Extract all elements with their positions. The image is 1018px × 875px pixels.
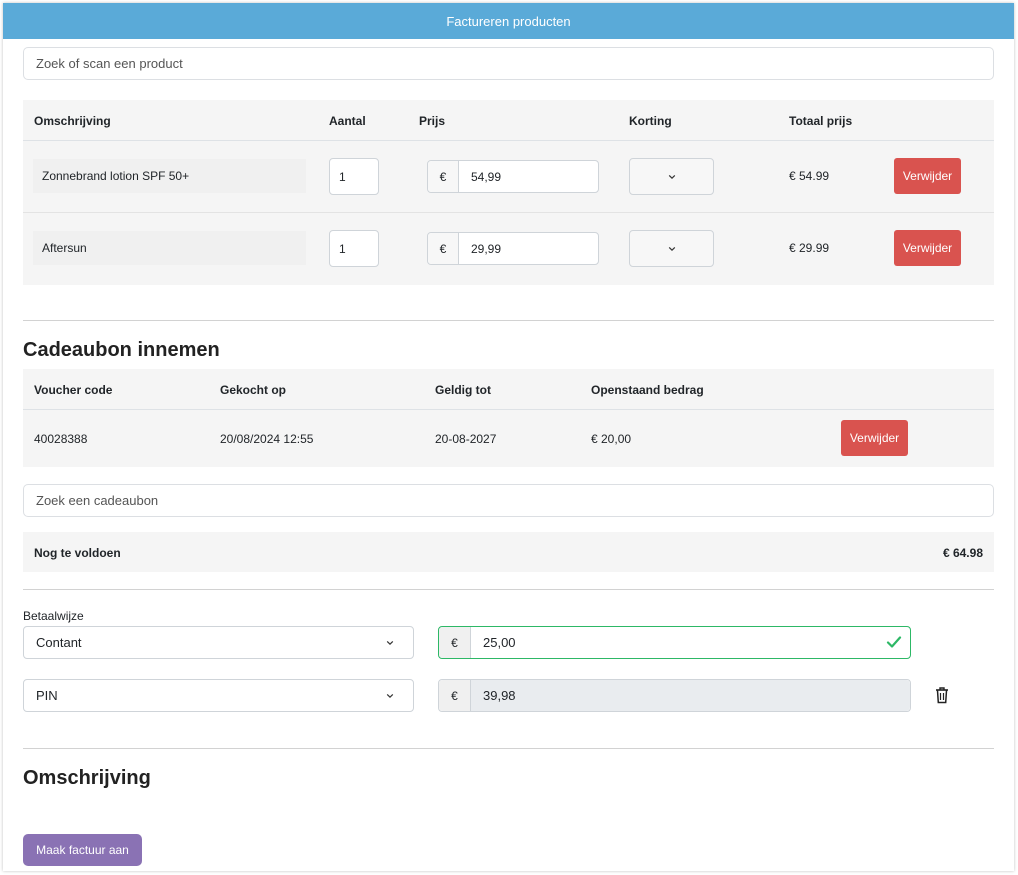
payment-method-select[interactable]: PIN: [23, 679, 414, 712]
remove-voucher-button[interactable]: Verwijder: [841, 420, 908, 456]
payment-method-select[interactable]: Contant: [23, 626, 414, 659]
product-description: Aftersun: [33, 231, 306, 265]
voucher-code: 40028388: [34, 432, 88, 446]
description-heading: Omschrijving: [23, 767, 151, 789]
product-search-input[interactable]: [23, 47, 994, 80]
amount-due-value: € 64.98: [942, 546, 983, 560]
remove-product-button[interactable]: Verwijder: [894, 230, 961, 266]
voucher-heading: Cadeaubon innemen: [23, 339, 220, 361]
discount-select[interactable]: [629, 230, 714, 267]
column-header-open-amount: Openstaand bedrag: [591, 383, 704, 397]
price-input[interactable]: 29,99: [471, 241, 502, 256]
page-title: Factureren producten: [446, 13, 571, 29]
voucher-table-header: Voucher code Gekocht op Geldig tot Opens…: [23, 369, 994, 410]
product-row: Aftersun 1 € 29,99 € 29.99 Verwijder: [23, 213, 994, 285]
price-input[interactable]: 54,99: [471, 169, 502, 184]
products-table: Omschrijving Aantal Prijs Korting Totaal…: [23, 100, 994, 285]
divider: [23, 589, 994, 590]
payment-amount-input[interactable]: 25,00: [483, 635, 516, 650]
price-input-group: € 29,99: [427, 232, 599, 265]
row-total: € 29.99: [789, 241, 830, 255]
payment-method-value: PIN: [36, 688, 58, 703]
chevron-down-icon: [386, 640, 394, 646]
column-header-total: Totaal prijs: [789, 114, 853, 128]
check-icon: [886, 636, 902, 648]
amount-due-row: Nog te voldoen € 64.98: [23, 532, 994, 572]
trash-icon[interactable]: [935, 686, 949, 704]
divider: [23, 748, 994, 749]
chevron-down-icon: [668, 246, 675, 251]
chevron-down-icon: [668, 174, 675, 179]
products-table-header: Omschrijving Aantal Prijs Korting Totaal…: [23, 100, 994, 141]
voucher-bought-on: 20/08/2024 12:55: [220, 432, 314, 446]
divider: [23, 320, 994, 321]
product-row: Zonnebrand lotion SPF 50+ 1 € 54,99 € 54…: [23, 141, 994, 213]
price-input-group: € 54,99: [427, 160, 599, 193]
currency-addon: €: [439, 627, 471, 658]
payment-method-value: Contant: [36, 635, 82, 650]
remove-product-button[interactable]: Verwijder: [894, 158, 961, 194]
voucher-open-amount: € 20,00: [591, 432, 632, 446]
main-content: Omschrijving Aantal Prijs Korting Totaal…: [23, 47, 994, 866]
column-header-discount: Korting: [629, 114, 672, 128]
column-header-bought-on: Gekocht op: [220, 383, 287, 397]
row-total: € 54.99: [789, 169, 830, 183]
voucher-row: 40028388 20/08/2024 12:55 20-08-2027 € 2…: [23, 410, 994, 467]
currency-addon: €: [428, 233, 459, 264]
currency-addon: €: [428, 161, 459, 192]
payment-amount-group: € 39,98: [438, 679, 911, 712]
app-window: Factureren producten Omschrijving Aantal…: [3, 3, 1014, 871]
column-header-description: Omschrijving: [34, 114, 111, 128]
payment-amount-input: 39,98: [471, 680, 910, 711]
column-header-valid-until: Geldig tot: [435, 383, 491, 397]
quantity-input[interactable]: 1: [329, 230, 379, 267]
column-header-voucher-code: Voucher code: [34, 383, 113, 397]
create-invoice-button[interactable]: Maak factuur aan: [23, 834, 142, 866]
chevron-down-icon: [386, 693, 394, 699]
voucher-search-input[interactable]: [23, 484, 994, 517]
amount-due-label: Nog te voldoen: [34, 546, 121, 560]
currency-addon: €: [439, 680, 471, 711]
voucher-valid-until: 20-08-2027: [435, 432, 497, 446]
product-description: Zonnebrand lotion SPF 50+: [33, 159, 306, 193]
payment-amount-group: € 25,00: [438, 626, 911, 659]
voucher-table: Voucher code Gekocht op Geldig tot Opens…: [23, 369, 994, 467]
quantity-input[interactable]: 1: [329, 158, 379, 195]
column-header-price: Prijs: [419, 114, 446, 128]
header-bar: Factureren producten: [3, 3, 1014, 39]
discount-select[interactable]: [629, 158, 714, 195]
column-header-quantity: Aantal: [329, 114, 366, 128]
payment-method-label: Betaalwijze: [23, 609, 84, 623]
